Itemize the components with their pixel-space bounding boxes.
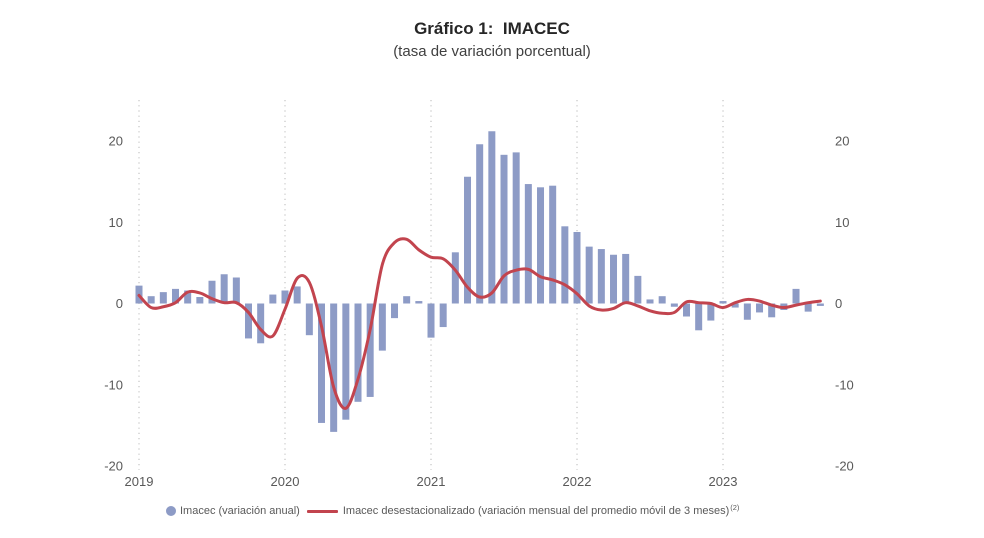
legend: Imacec (variación anual) Imacec desestac… (166, 503, 739, 519)
bar-2022-03 (597, 249, 605, 304)
y-tick-label-right: 10 (835, 215, 849, 230)
chart-title: Gráfico 1: IMACEC (414, 19, 570, 38)
bar-2021-12 (561, 226, 569, 304)
bar-2022-04 (610, 254, 618, 304)
bar-2019-06 (196, 297, 204, 304)
y-axis-left: 20 10 0 -10 -20 (104, 134, 123, 474)
bar-2023-04 (756, 303, 764, 313)
legend-footnote-marker: (2) (730, 502, 740, 512)
x-tick-label: 2023 (709, 474, 738, 489)
bar-2023-09 (816, 303, 824, 306)
legend-label-bar-series: Imacec (variación anual) (180, 505, 300, 517)
bar-2022-02 (585, 246, 593, 304)
legend-label-line-series: Imacec desestacionalizado (variación men… (342, 505, 730, 517)
bar-2023-07 (792, 288, 800, 304)
bar-2021-10 (537, 187, 545, 304)
bar-2019-11 (257, 303, 265, 344)
bar-2022-06 (634, 275, 642, 304)
bar-2019-07 (208, 280, 216, 304)
bar-2022-10 (683, 303, 691, 317)
y-tick-label-right: -20 (835, 459, 854, 474)
bar-2019-12 (269, 294, 277, 304)
chart-subtitle: (tasa de variación porcentual) (393, 43, 591, 60)
y-tick-label-left: 20 (109, 134, 123, 149)
bar-2020-02 (293, 286, 301, 304)
bar-2023-05 (768, 303, 776, 318)
bar-2021-03 (451, 252, 459, 304)
bar-2019-03 (159, 292, 167, 304)
bar-series-imacec-anual (135, 131, 824, 432)
bar-2019-04 (172, 288, 179, 304)
bar-2019-02 (147, 296, 155, 304)
bar-2020-03 (305, 303, 313, 336)
bar-2021-04 (464, 176, 472, 304)
bar-2020-07 (354, 303, 362, 402)
x-axis: 2019 2020 2021 2022 2023 (125, 474, 738, 489)
bar-2021-01 (427, 303, 435, 338)
bar-2020-11 (403, 296, 411, 304)
bar-2020-06 (342, 303, 350, 420)
legend-bar-marker (166, 506, 176, 516)
bar-2019-09 (232, 277, 240, 304)
bar-2020-10 (391, 303, 399, 319)
y-tick-label-right: 0 (835, 296, 842, 311)
bar-2021-06 (488, 131, 496, 304)
bar-2021-05 (476, 144, 484, 304)
bar-2021-07 (500, 154, 508, 304)
y-tick-label-left: -20 (104, 459, 123, 474)
bar-2022-07 (646, 299, 654, 304)
bar-2022-05 (622, 253, 630, 304)
bar-2020-01 (281, 290, 289, 304)
y-tick-label-left: 0 (116, 296, 123, 311)
y-tick-label-left: 10 (109, 215, 123, 230)
bar-2020-04 (318, 303, 325, 423)
bar-2021-09 (524, 184, 532, 304)
bar-2023-08 (804, 303, 812, 312)
y-tick-label-left: -10 (104, 377, 123, 392)
bar-2019-10 (245, 303, 252, 339)
line-series-desestacionalizado (137, 237, 822, 410)
x-tick-label: 2021 (417, 474, 446, 489)
bar-2022-11 (695, 303, 703, 331)
bar-2019-08 (220, 274, 228, 304)
line-series-layer (137, 237, 822, 410)
bar-2023-03 (743, 303, 751, 320)
bar-2020-05 (330, 303, 338, 432)
y-tick-label-right: 20 (835, 134, 849, 149)
legend-line-marker (306, 509, 338, 513)
bar-2023-01 (719, 301, 727, 304)
y-tick-label-right: -10 (835, 377, 854, 392)
bar-2022-09 (670, 303, 678, 307)
bar-2020-09 (378, 303, 386, 351)
bar-2021-08 (512, 152, 520, 304)
x-tick-label: 2019 (125, 474, 154, 489)
bar-2022-08 (658, 296, 666, 304)
bar-2022-12 (707, 303, 715, 321)
bar-2020-08 (366, 303, 374, 397)
bar-2021-02 (439, 303, 447, 328)
bar-2022-01 (573, 232, 581, 304)
x-tick-label: 2020 (271, 474, 300, 489)
x-tick-label: 2022 (563, 474, 592, 489)
bar-2021-11 (549, 185, 557, 304)
bar-2020-12 (415, 301, 423, 304)
bar-2023-02 (731, 303, 739, 308)
y-axis-right: 20 10 0 -10 -20 (835, 134, 854, 474)
bar-2019-05 (184, 290, 192, 304)
